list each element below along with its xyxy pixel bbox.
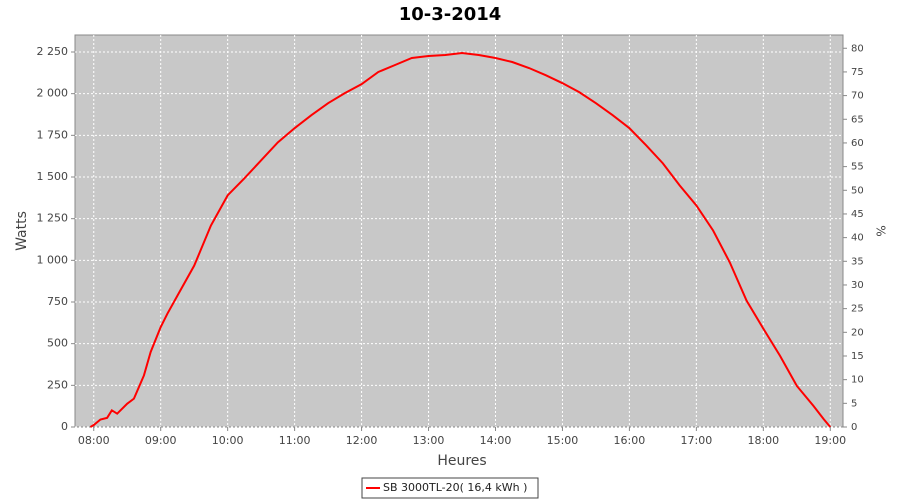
chart-title: 10-3-2014 [399,4,502,25]
y-tick-label: 1 000 [37,253,69,266]
x-tick-label: 09:00 [145,434,177,447]
y2-tick-label: 80 [851,43,864,54]
y2-tick-label: 35 [851,256,864,267]
y-tick-label: 0 [61,420,68,433]
y2-tick-label: 0 [851,422,857,433]
y2-tick-label: 75 [851,67,864,78]
x-tick-label: 08:00 [78,434,110,447]
y2-tick-label: 50 [851,185,864,196]
y-tick-label: 250 [47,378,68,391]
y2-tick-label: 65 [851,114,864,125]
x-tick-label: 17:00 [681,434,713,447]
y2-tick-label: 40 [851,233,864,244]
y-tick-label: 1 250 [37,212,69,225]
y-tick-label: 1 500 [37,170,69,183]
x-tick-label: 12:00 [346,434,378,447]
y-tick-label: 750 [47,295,68,308]
y-tick-label: 1 750 [37,128,69,141]
y2-axis-label: % [874,225,888,236]
x-tick-label: 14:00 [480,434,512,447]
y-tick-label: 500 [47,337,68,350]
x-tick-label: 19:00 [814,434,846,447]
x-tick-label: 13:00 [413,434,445,447]
y2-tick-label: 45 [851,209,864,220]
x-axis-label: Heures [437,453,486,469]
x-tick-label: 18:00 [747,434,779,447]
legend-box [361,477,539,499]
y-tick-label: 2 000 [37,87,69,100]
y2-tick-label: 70 [851,91,864,102]
y2-tick-label: 5 [851,398,857,409]
x-tick-label: 15:00 [547,434,579,447]
x-tick-label: 10:00 [212,434,244,447]
line-series [89,51,832,428]
x-tick-label: 11:00 [279,434,311,447]
y2-tick-label: 15 [851,351,864,362]
plot-area [74,34,844,428]
x-tick-label: 16:00 [614,434,646,447]
y2-tick-label: 10 [851,375,864,386]
legend-label: SB 3000TL-20( 16,4 kWh ) [383,481,527,494]
y2-tick-label: 60 [851,138,864,149]
y2-tick-label: 20 [851,327,864,338]
y-axis-label: Watts [14,211,30,251]
y-tick-label: 2 250 [37,45,69,58]
y2-tick-label: 25 [851,304,864,315]
y2-tick-label: 55 [851,162,864,173]
y2-tick-label: 30 [851,280,864,291]
